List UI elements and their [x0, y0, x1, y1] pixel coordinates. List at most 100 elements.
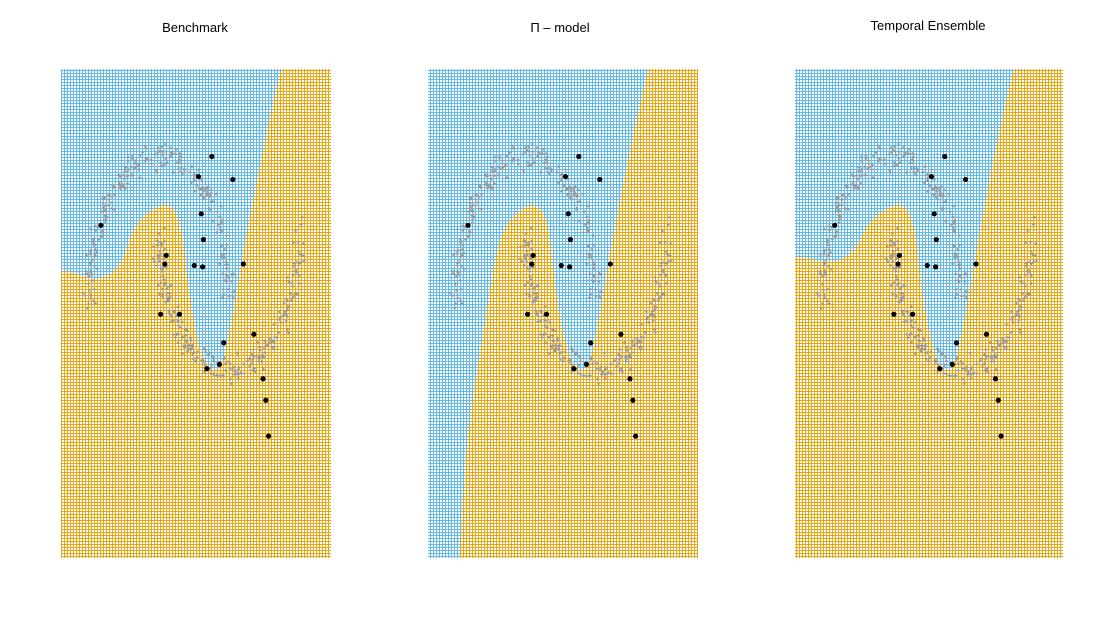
labeled-point [588, 340, 594, 346]
unlabeled-point [581, 192, 585, 196]
unlabeled-point [537, 314, 541, 319]
unlabeled-point [552, 349, 557, 354]
unlabeled-point [103, 217, 108, 221]
unlabeled-point [969, 376, 973, 380]
unlabeled-point [595, 377, 600, 381]
unlabeled-point [1003, 339, 1007, 343]
unlabeled-point [944, 356, 949, 360]
unlabeled-point [1015, 312, 1019, 316]
unlabeled-point [913, 335, 917, 340]
unlabeled-point [820, 302, 825, 306]
unlabeled-point [994, 367, 998, 372]
unlabeled-point [837, 208, 841, 212]
unlabeled-point [497, 157, 502, 161]
unlabeled-point [1000, 337, 1004, 341]
unlabeled-point [157, 231, 161, 236]
unlabeled-point [967, 372, 971, 376]
unlabeled-point [173, 310, 177, 314]
unlabeled-point [161, 153, 165, 157]
unlabeled-point [935, 362, 940, 366]
unlabeled-point [155, 238, 159, 242]
unlabeled-point [219, 204, 223, 208]
unlabeled-point [235, 351, 240, 355]
unlabeled-point [536, 319, 540, 324]
unlabeled-point [889, 146, 894, 150]
unlabeled-point [551, 328, 555, 332]
unlabeled-point [878, 146, 882, 151]
unlabeled-point [817, 293, 821, 298]
unlabeled-point [598, 290, 602, 294]
unlabeled-point [497, 173, 501, 177]
unlabeled-point [620, 370, 624, 374]
unlabeled-point [584, 374, 588, 378]
unlabeled-point [639, 335, 644, 339]
unlabeled-point [118, 180, 122, 184]
unlabeled-point [527, 149, 531, 154]
unlabeled-point [963, 280, 967, 284]
unlabeled-point [822, 250, 826, 254]
unlabeled-point [890, 259, 895, 263]
unlabeled-point [189, 181, 193, 185]
unlabeled-point [207, 351, 212, 355]
unlabeled-point [910, 166, 914, 170]
labeled-point [163, 252, 169, 259]
unlabeled-point [957, 273, 961, 277]
unlabeled-point [1021, 291, 1025, 296]
unlabeled-point [901, 291, 905, 296]
unlabeled-point [492, 182, 497, 186]
unlabeled-point [529, 277, 533, 282]
unlabeled-point [174, 147, 178, 151]
unlabeled-point [202, 362, 207, 366]
unlabeled-point [908, 161, 912, 165]
unlabeled-point [504, 164, 508, 168]
unlabeled-point [174, 152, 178, 156]
unlabeled-point [258, 348, 262, 353]
unlabeled-point [662, 270, 666, 274]
unlabeled-point [894, 287, 898, 291]
unlabeled-point [957, 260, 961, 264]
unlabeled-point [206, 192, 210, 196]
unlabeled-point [193, 189, 197, 193]
unlabeled-point [525, 266, 530, 270]
unlabeled-point [822, 227, 826, 231]
unlabeled-point [474, 197, 478, 202]
unlabeled-point [543, 166, 548, 170]
unlabeled-point [1027, 260, 1031, 264]
unlabeled-point [522, 170, 526, 175]
unlabeled-point [188, 170, 192, 174]
unlabeled-point [912, 170, 916, 174]
unlabeled-point [221, 272, 225, 276]
unlabeled-point [948, 210, 952, 214]
unlabeled-point [909, 318, 914, 322]
unlabeled-point [169, 319, 173, 324]
unlabeled-point [923, 344, 928, 349]
unlabeled-point [473, 193, 477, 197]
unlabeled-point [624, 355, 629, 359]
unlabeled-point [905, 333, 909, 337]
unlabeled-point [156, 146, 160, 150]
unlabeled-point [852, 183, 856, 188]
unlabeled-point [530, 142, 534, 146]
unlabeled-point [899, 285, 903, 289]
unlabeled-point [961, 377, 965, 381]
unlabeled-point [278, 315, 283, 320]
unlabeled-point [556, 181, 560, 185]
unlabeled-point [193, 172, 197, 177]
unlabeled-point [267, 341, 271, 346]
unlabeled-point [470, 208, 474, 212]
unlabeled-point [592, 267, 596, 271]
unlabeled-point [225, 243, 229, 247]
unlabeled-point [658, 295, 662, 299]
unlabeled-point [568, 195, 572, 199]
unlabeled-point [163, 142, 167, 146]
unlabeled-point [666, 260, 670, 264]
labeled-point [200, 264, 206, 270]
unlabeled-point [826, 264, 830, 268]
unlabeled-point [898, 287, 902, 291]
unlabeled-point [830, 238, 835, 242]
unlabeled-point [837, 217, 841, 221]
unlabeled-point [1007, 336, 1011, 340]
unlabeled-point [850, 173, 854, 177]
unlabeled-point [89, 260, 93, 264]
unlabeled-point [295, 260, 299, 264]
